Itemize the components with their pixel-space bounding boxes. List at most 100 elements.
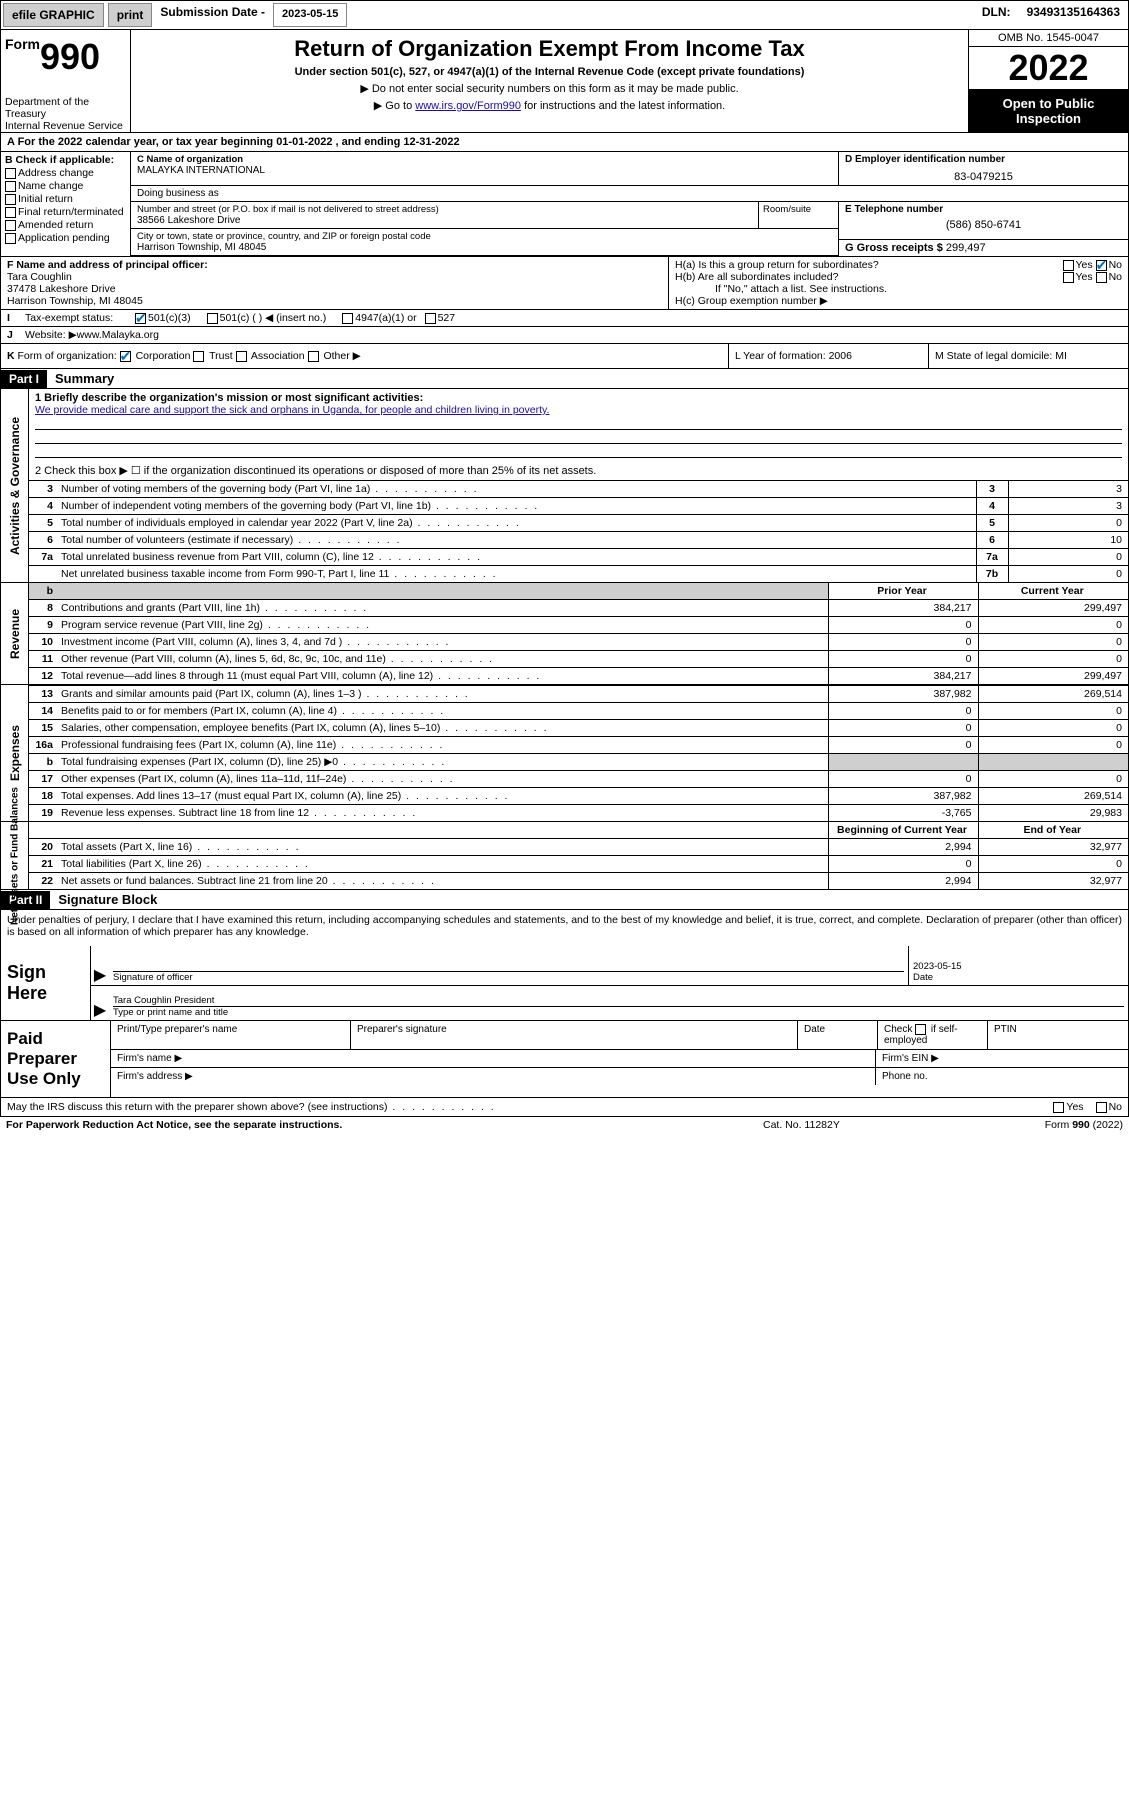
discuss-no-check[interactable] <box>1096 1102 1107 1113</box>
top-toolbar: efile GRAPHIC print Submission Date - 20… <box>0 0 1129 30</box>
h-b-no-check[interactable] <box>1096 272 1107 283</box>
typed-name-label: Type or print name and title <box>113 1007 1124 1018</box>
discuss-yes-check[interactable] <box>1053 1102 1064 1113</box>
submission-date-label: Submission Date - <box>154 1 271 29</box>
i-check-501c[interactable] <box>207 313 218 324</box>
side-balance: Net Assets or Fund Balances <box>1 822 29 889</box>
check-name-change[interactable]: Name change <box>5 180 126 192</box>
form-subtitle: Under section 501(c), 527, or 4947(a)(1)… <box>139 66 960 78</box>
ein-value: 83-0479215 <box>845 165 1122 183</box>
begin-year-header: Beginning of Current Year <box>828 822 978 839</box>
sig-arrow-2: ▶ <box>91 986 109 1020</box>
h-a-yes-check[interactable] <box>1063 260 1074 271</box>
print-button[interactable]: print <box>108 3 153 27</box>
check-address-change[interactable]: Address change <box>5 167 126 179</box>
officer-city: Harrison Township, MI 48045 <box>7 295 143 307</box>
irs-link[interactable]: www.irs.gov/Form990 <box>415 100 521 112</box>
line-k: K Form of organization: Corporation Trus… <box>0 344 1129 369</box>
firm-phone-label: Phone no. <box>876 1068 1128 1085</box>
firm-name-label: Firm's name ▶ <box>111 1050 876 1067</box>
telephone-cell: E Telephone number (586) 850-6741 <box>839 202 1128 240</box>
toolbar-spacer <box>349 1 974 29</box>
table-row: 6Total number of volunteers (estimate if… <box>29 532 1128 549</box>
balance-header-row: Beginning of Current Year End of Year <box>29 822 1128 839</box>
form-header: Form990 Department of the Treasury Inter… <box>0 30 1129 133</box>
check-application-pending[interactable]: Application pending <box>5 232 126 244</box>
officer-signature-label: Signature of officer <box>113 972 904 983</box>
part-2-header: Part II <box>1 891 50 909</box>
check-final-return[interactable]: Final return/terminated <box>5 206 126 218</box>
h-b-note: If "No," attach a list. See instructions… <box>675 283 1122 295</box>
k-check-corp[interactable] <box>120 351 131 362</box>
current-year-header: Current Year <box>978 583 1128 600</box>
gross-receipts-cell: G Gross receipts $ 299,497 <box>839 240 1128 256</box>
sign-here-label: SignHere <box>1 946 91 1020</box>
i-check-4947[interactable] <box>342 313 353 324</box>
i-check-527[interactable] <box>425 313 436 324</box>
expenses-section: Expenses 13Grants and similar amounts pa… <box>0 685 1129 822</box>
preparer-self-employed[interactable]: Check if self-employed <box>878 1021 988 1049</box>
k-check-trust[interactable] <box>193 351 204 362</box>
side-revenue: Revenue <box>1 583 29 684</box>
gross-receipts-value: 299,497 <box>946 242 986 254</box>
k-lead: K <box>7 350 15 362</box>
org-name-cell: C Name of organization MALAYKA INTERNATI… <box>131 152 838 185</box>
firm-ein-label: Firm's EIN ▶ <box>876 1050 1128 1067</box>
preparer-row-1: Print/Type preparer's name Preparer's si… <box>111 1021 1128 1050</box>
revenue-section: Revenue b Prior Year Current Year 8Contr… <box>0 583 1129 685</box>
bottom-row: For Paperwork Reduction Act Notice, see … <box>0 1117 1129 1133</box>
table-row: 14Benefits paid to or for members (Part … <box>29 703 1128 720</box>
h-a-label: H(a) Is this a group return for subordin… <box>675 259 1063 271</box>
signature-date-label: Date <box>913 972 1124 983</box>
address-right: E Telephone number (586) 850-6741 G Gros… <box>838 202 1128 256</box>
k-check-assoc[interactable] <box>236 351 247 362</box>
table-row: 13Grants and similar amounts paid (Part … <box>29 686 1128 703</box>
cat-number: Cat. No. 11282Y <box>763 1119 963 1131</box>
k-left: K Form of organization: Corporation Trus… <box>1 344 728 368</box>
h-b-yes-check[interactable] <box>1063 272 1074 283</box>
mission-text: We provide medical care and support the … <box>35 404 549 416</box>
officer-signature-field[interactable]: Signature of officer <box>109 946 908 985</box>
form-number: Form990 <box>5 36 126 78</box>
i-check-501c3[interactable] <box>135 313 146 324</box>
line-l: L Year of formation: 2006 <box>728 344 928 368</box>
h-a-no-check[interactable] <box>1096 260 1107 271</box>
table-row: 5Total number of individuals employed in… <box>29 515 1128 532</box>
officer-name: Tara Coughlin <box>7 271 72 283</box>
side-governance: Activities & Governance <box>1 389 29 582</box>
typed-name-value: Tara Coughlin President <box>113 995 1124 1006</box>
balance-section: Net Assets or Fund Balances Beginning of… <box>0 822 1129 890</box>
efile-button[interactable]: efile GRAPHIC <box>3 3 104 27</box>
j-label: Website: ▶ <box>25 329 77 341</box>
gross-receipts-label: G Gross receipts $ <box>845 242 946 254</box>
h-a-row: H(a) Is this a group return for subordin… <box>675 259 1122 271</box>
col-b-label: B Check if applicable: <box>5 154 126 166</box>
table-row: Net unrelated business taxable income fr… <box>29 566 1128 583</box>
expenses-table: 13Grants and similar amounts paid (Part … <box>29 685 1128 821</box>
part-2-bar: Part II Signature Block <box>0 890 1129 910</box>
firm-address-label: Firm's address ▶ <box>111 1068 876 1085</box>
column-c: C Name of organization MALAYKA INTERNATI… <box>131 152 1128 256</box>
form-title: Return of Organization Exempt From Incom… <box>139 36 960 62</box>
form-ref: Form 990 (2022) <box>963 1119 1123 1131</box>
signature-date-value: 2023-05-15 <box>913 961 1124 972</box>
table-row: 18Total expenses. Add lines 13–17 (must … <box>29 788 1128 805</box>
h-b-label: H(b) Are all subordinates included? <box>675 271 1063 283</box>
table-row: 3Number of voting members of the governi… <box>29 481 1128 498</box>
org-info-block: B Check if applicable: Address change Na… <box>0 152 1129 257</box>
line-m: M State of legal domicile: MI <box>928 344 1128 368</box>
table-row: 15Salaries, other compensation, employee… <box>29 720 1128 737</box>
k-check-other[interactable] <box>308 351 319 362</box>
preparer-label: PaidPreparerUse Only <box>1 1021 111 1097</box>
table-row: 22Net assets or fund balances. Subtract … <box>29 873 1128 890</box>
part-1-bar: Part I Summary <box>0 369 1129 389</box>
table-row: 4Number of independent voting members of… <box>29 498 1128 515</box>
check-amended-return[interactable]: Amended return <box>5 219 126 231</box>
j-lead: J <box>7 329 25 341</box>
q2-text: 2 Check this box ▶ ☐ if the organization… <box>35 464 1122 477</box>
tax-year: 2022 <box>969 47 1128 90</box>
check-initial-return[interactable]: Initial return <box>5 193 126 205</box>
city-value: Harrison Township, MI 48045 <box>137 242 832 253</box>
dba-row: Doing business as <box>131 186 1128 202</box>
mission-block: 1 Briefly describe the organization's mi… <box>29 389 1128 480</box>
